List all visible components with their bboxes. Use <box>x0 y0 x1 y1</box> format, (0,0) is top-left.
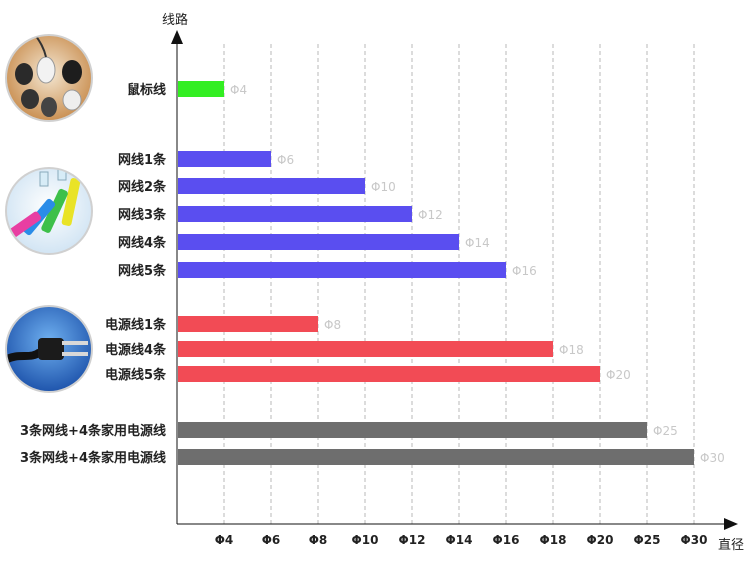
category-label: 网线3条 <box>118 207 167 223</box>
x-tick-label: Φ20 <box>587 533 614 547</box>
y-axis-title: 线路 <box>162 12 188 28</box>
value-label: Φ6 <box>277 153 294 167</box>
category-label: 电源线1条 <box>105 317 167 333</box>
x-tick-label: Φ18 <box>540 533 567 547</box>
power-plug-photo-icon <box>5 305 93 393</box>
category-label: 3条网线+4条家用电源线 <box>20 450 166 466</box>
value-label: Φ16 <box>512 264 537 278</box>
value-label: Φ25 <box>653 424 678 438</box>
value-label: Φ12 <box>418 208 443 222</box>
bars <box>178 81 694 465</box>
value-label: Φ4 <box>230 83 247 97</box>
category-label: 网线5条 <box>118 263 167 279</box>
bar <box>178 234 459 250</box>
x-tick-label: Φ25 <box>634 533 661 547</box>
x-tick-label: Φ16 <box>493 533 520 547</box>
x-tick-label: Φ8 <box>309 533 328 547</box>
value-label: Φ14 <box>465 236 490 250</box>
category-label: 网线1条 <box>118 152 167 168</box>
bar <box>178 366 600 382</box>
labels: Φ4 Φ6 Φ8 Φ10 Φ12 Φ14 Φ16 Φ18 Φ20 Φ25 Φ30 鼠标线 Φ4 网线1条 Φ… <box>20 82 725 547</box>
x-tick-label: Φ30 <box>681 533 708 547</box>
bar <box>178 206 412 222</box>
bar <box>178 422 647 438</box>
x-tick-label: Φ12 <box>399 533 426 547</box>
x-axis-title: 直径 <box>718 538 744 553</box>
x-tick-label: Φ10 <box>352 533 379 547</box>
value-label: Φ10 <box>371 180 396 194</box>
value-label: Φ30 <box>700 451 725 465</box>
bar <box>178 178 365 194</box>
category-label: 电源线4条 <box>105 342 167 358</box>
bar <box>178 449 694 465</box>
category-label: 网线4条 <box>118 235 167 251</box>
category-label: 3条网线+4条家用电源线 <box>20 423 166 439</box>
bar <box>178 341 553 357</box>
value-label: Φ8 <box>324 318 341 332</box>
x-axis-arrow <box>724 518 738 530</box>
value-label: Φ18 <box>559 343 584 357</box>
network-cable-photo-icon <box>5 167 93 255</box>
grid-lines <box>223 44 695 524</box>
category-label: 网线2条 <box>118 179 167 195</box>
bar <box>178 262 506 278</box>
y-axis-arrow <box>171 30 183 44</box>
bar <box>178 316 318 332</box>
category-label: 鼠标线 <box>127 82 166 98</box>
category-label: 电源线5条 <box>105 367 167 383</box>
x-tick-label: Φ4 <box>215 533 234 547</box>
value-label: Φ20 <box>606 368 631 382</box>
x-tick-label: Φ14 <box>446 533 473 547</box>
bar <box>178 151 271 167</box>
bar <box>178 81 224 97</box>
x-tick-label: Φ6 <box>262 533 281 547</box>
mouse-photo-icon <box>5 34 93 122</box>
